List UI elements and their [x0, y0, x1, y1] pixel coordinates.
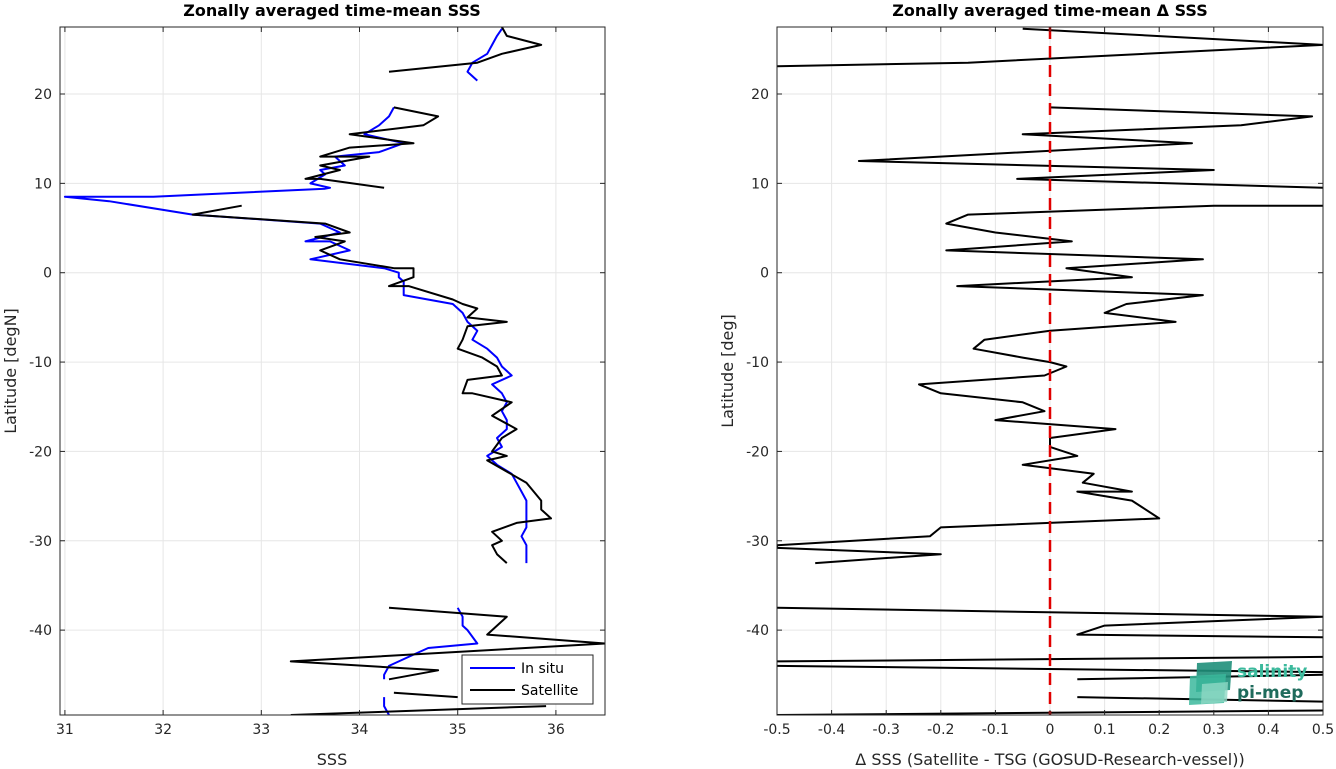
sss-chart-series — [63, 27, 605, 715]
delta-sss-xtick-label: 0.3 — [1203, 722, 1225, 738]
delta-sss-series-line — [777, 546, 942, 565]
delta-sss-xtick-label: 0.2 — [1148, 722, 1170, 738]
delta-sss-series-line — [777, 204, 1323, 547]
sss-satellite-line — [290, 705, 547, 715]
delta-sss-ytick-label: -10 — [746, 355, 769, 371]
delta-sss-xtick-label: -0.1 — [982, 722, 1009, 738]
sss-satellite-line — [388, 27, 543, 73]
sss-xtick-label: 35 — [449, 722, 467, 738]
delta-sss-xtick-label: -0.5 — [763, 722, 790, 738]
delta-sss-ytick-label: -20 — [746, 444, 769, 460]
legend-in-situ-label: In situ — [521, 661, 564, 677]
sss-satellite-line — [304, 106, 440, 189]
delta-sss-xtick-label: -0.2 — [927, 722, 954, 738]
sss-xtick-label: 32 — [154, 722, 172, 738]
logo-mark-icon — [1189, 661, 1232, 705]
sss-ytick-label: -10 — [29, 355, 52, 371]
delta-sss-xtick-label: -0.4 — [818, 722, 845, 738]
sss-satellite-line — [191, 204, 552, 564]
delta-sss-series-line — [777, 664, 1323, 674]
delta-sss-chart-ylabel: Latitude [deg] — [718, 314, 737, 428]
delta-sss-chart-title: Zonally averaged time-mean Δ SSS — [892, 1, 1208, 20]
delta-sss-xtick-label: -0.3 — [873, 722, 900, 738]
sss-ytick-label: 0 — [43, 266, 52, 282]
sss-ytick-label: -20 — [29, 444, 52, 460]
sss-chart-ylabel: Latitude [degN] — [1, 308, 20, 434]
sss-chart-axes-frame — [59, 26, 606, 716]
sss-xtick-label: 34 — [351, 722, 369, 738]
delta-sss-ytick-label: 10 — [751, 176, 769, 192]
sss-chart-ticks: 31 32 33 34 35 36 20 10 0 -10 -20 -30 -40 — [29, 27, 605, 738]
sss-chart-grid — [60, 27, 605, 715]
delta-sss-ytick-label: 0 — [760, 266, 769, 282]
sss-xtick-label: 31 — [56, 722, 74, 738]
delta-sss-chart-xlabel: Δ SSS (Satellite - TSG (GOSUD-Research-v… — [855, 750, 1244, 769]
sss-xtick-label: 36 — [547, 722, 565, 738]
sss-in-situ-line — [383, 607, 479, 680]
sss-chart-title: Zonally averaged time-mean SSS — [183, 1, 481, 20]
sss-satellite-line — [393, 691, 458, 699]
sss-ytick-label: -30 — [29, 534, 52, 550]
sss-chart-xlabel: SSS — [317, 750, 347, 769]
sss-in-situ-line — [466, 28, 503, 82]
delta-sss-ytick-label: -40 — [746, 623, 769, 639]
sss-ytick-label: -40 — [29, 623, 52, 639]
sss-chart: Zonally averaged time-mean SSS 31 32 33 34 3… — [1, 1, 606, 769]
delta-sss-series-line — [777, 606, 1323, 639]
legend-box — [461, 654, 594, 705]
sss-ytick-label: 10 — [34, 176, 52, 192]
sss-ytick-label: 20 — [34, 87, 52, 103]
delta-sss-chart: Zonally averaged time-mean Δ SSS -0.5 -0.… — [718, 1, 1334, 769]
delta-sss-series-line — [777, 27, 1323, 68]
salinity-pi-mep-logo: salinity pi-mep — [1189, 661, 1307, 705]
delta-sss-xtick-label: 0.1 — [1093, 722, 1115, 738]
logo-text-pi-mep: pi-mep — [1237, 683, 1303, 703]
sss-xtick-label: 33 — [252, 722, 270, 738]
delta-sss-xtick-label: 0 — [1046, 722, 1055, 738]
delta-sss-series-line — [857, 106, 1323, 189]
delta-sss-xtick-label: 0.4 — [1257, 722, 1279, 738]
sss-satellite-line — [289, 606, 605, 681]
sss-chart-legend: In situ Satellite — [461, 654, 594, 705]
delta-sss-xtick-label: 0.5 — [1312, 722, 1334, 738]
legend-satellite-label: Satellite — [521, 683, 578, 699]
delta-sss-ytick-label: 20 — [751, 87, 769, 103]
delta-sss-chart-ticks: -0.5 -0.4 -0.3 -0.2 -0.1 0 0.1 0.2 0.3 0.4 0.5 20 10… — [746, 27, 1334, 738]
logo-text-salinity: salinity — [1237, 662, 1307, 682]
delta-sss-ytick-label: -30 — [746, 534, 769, 550]
